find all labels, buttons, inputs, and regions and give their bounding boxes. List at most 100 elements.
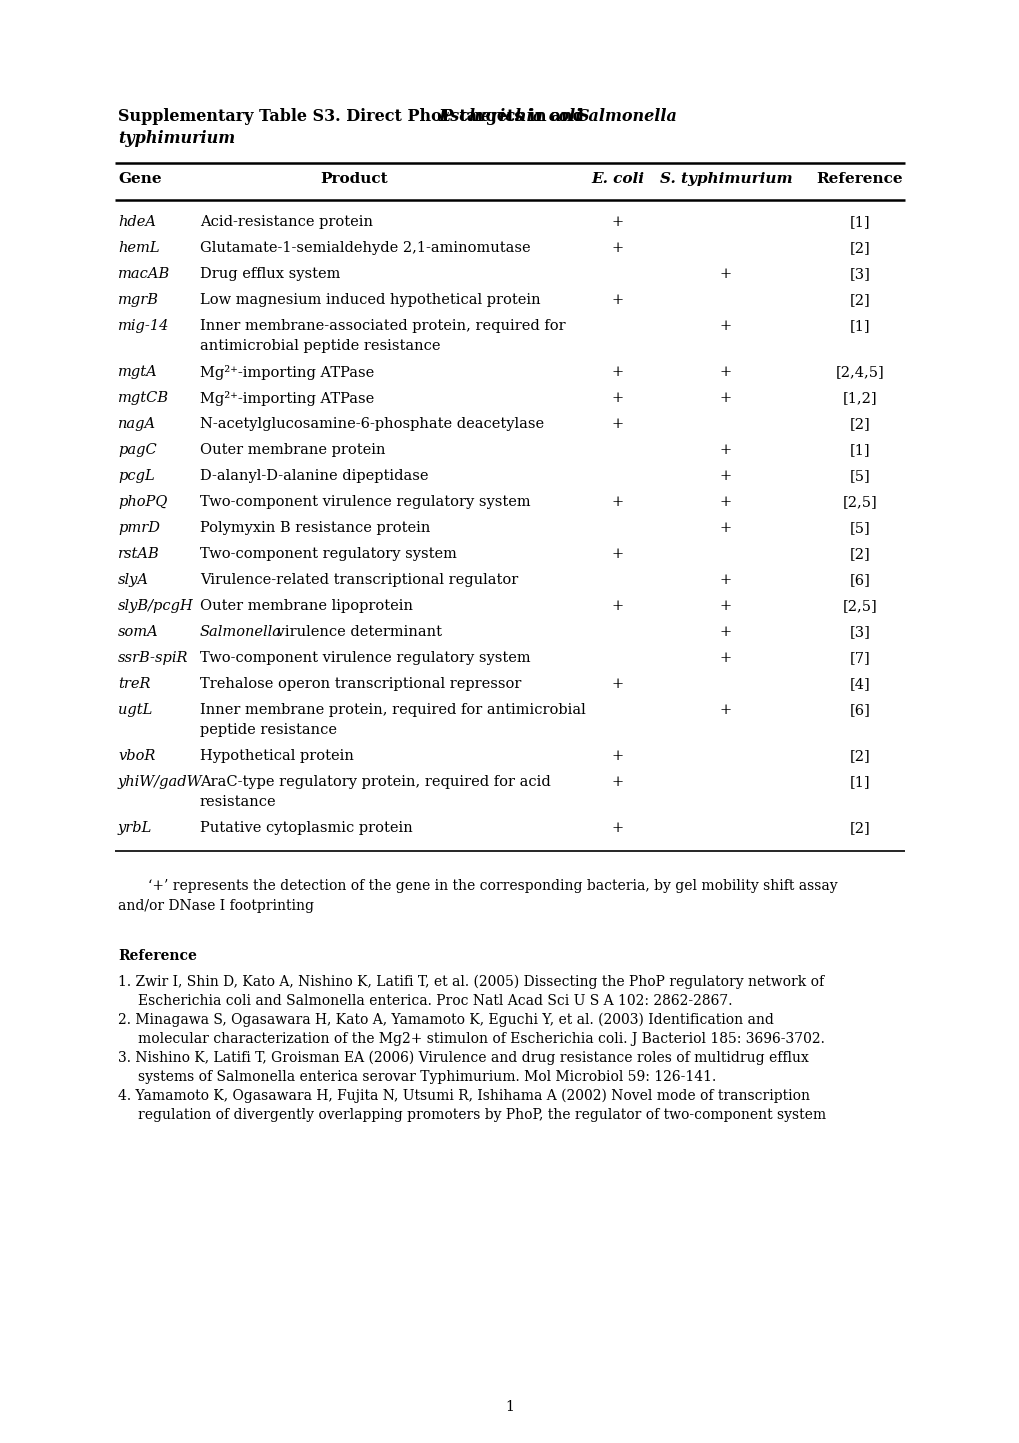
Text: +: + <box>611 241 624 255</box>
Text: molecular characterization of the Mg2+ stimulon of Escherichia coli. J Bacteriol: molecular characterization of the Mg2+ s… <box>138 1032 824 1046</box>
Text: Reference: Reference <box>816 172 903 186</box>
Text: [2,4,5]: [2,4,5] <box>835 365 883 380</box>
Text: AraC-type regulatory protein, required for acid: AraC-type regulatory protein, required f… <box>200 775 550 789</box>
Text: Product: Product <box>320 172 387 186</box>
Text: +: + <box>719 651 732 665</box>
Text: Two-component virulence regulatory system: Two-component virulence regulatory syste… <box>200 651 530 665</box>
Text: +: + <box>611 599 624 613</box>
Text: somA: somA <box>118 625 159 639</box>
Text: +: + <box>611 677 624 691</box>
Text: hdeA: hdeA <box>118 215 156 229</box>
Text: [2,5]: [2,5] <box>842 495 876 509</box>
Text: Acid-resistance protein: Acid-resistance protein <box>200 215 373 229</box>
Text: peptide resistance: peptide resistance <box>200 723 336 737</box>
Text: Escherichia coli: Escherichia coli <box>437 108 581 126</box>
Text: pcgL: pcgL <box>118 469 155 483</box>
Text: Mg²⁺-importing ATPase: Mg²⁺-importing ATPase <box>200 391 374 405</box>
Text: Polymyxin B resistance protein: Polymyxin B resistance protein <box>200 521 430 535</box>
Text: treR: treR <box>118 677 151 691</box>
Text: [3]: [3] <box>849 625 869 639</box>
Text: Escherichia coli and Salmonella enterica. Proc Natl Acad Sci U S A 102: 2862-286: Escherichia coli and Salmonella enterica… <box>138 994 732 1009</box>
Text: typhimurium: typhimurium <box>118 130 235 147</box>
Text: vboR: vboR <box>118 749 155 763</box>
Text: antimicrobial peptide resistance: antimicrobial peptide resistance <box>200 339 440 354</box>
Text: rstAB: rstAB <box>118 547 160 561</box>
Text: N-acetylglucosamine-6-phosphate deacetylase: N-acetylglucosamine-6-phosphate deacetyl… <box>200 417 543 431</box>
Text: [6]: [6] <box>849 703 869 717</box>
Text: Drug efflux system: Drug efflux system <box>200 267 340 281</box>
Text: +: + <box>611 547 624 561</box>
Text: [1]: [1] <box>849 443 869 457</box>
Text: mgrB: mgrB <box>118 293 159 307</box>
Text: phoPQ: phoPQ <box>118 495 167 509</box>
Text: [5]: [5] <box>849 469 869 483</box>
Text: Salmonella: Salmonella <box>578 108 678 126</box>
Text: mgtCB: mgtCB <box>118 391 169 405</box>
Text: yhiW/gadW: yhiW/gadW <box>118 775 203 789</box>
Text: 3. Nishino K, Latifi T, Groisman EA (2006) Virulence and drug resistance roles o: 3. Nishino K, Latifi T, Groisman EA (200… <box>118 1051 808 1065</box>
Text: Putative cytoplasmic protein: Putative cytoplasmic protein <box>200 821 413 835</box>
Text: mgtA: mgtA <box>118 365 158 380</box>
Text: +: + <box>611 821 624 835</box>
Text: [5]: [5] <box>849 521 869 535</box>
Text: [1]: [1] <box>849 215 869 229</box>
Text: Outer membrane protein: Outer membrane protein <box>200 443 385 457</box>
Text: E. coli: E. coli <box>591 172 644 186</box>
Text: [4]: [4] <box>849 677 869 691</box>
Text: 1: 1 <box>505 1400 514 1414</box>
Text: [2]: [2] <box>849 547 869 561</box>
Text: regulation of divergently overlapping promoters by PhoP, the regulator of two-co: regulation of divergently overlapping pr… <box>138 1108 825 1123</box>
Text: ugtL: ugtL <box>118 703 152 717</box>
Text: [1]: [1] <box>849 775 869 789</box>
Text: yrbL: yrbL <box>118 821 152 835</box>
Text: and/or DNase I footprinting: and/or DNase I footprinting <box>118 899 314 913</box>
Text: +: + <box>719 469 732 483</box>
Text: +: + <box>719 319 732 333</box>
Text: 2. Minagawa S, Ogasawara H, Kato A, Yamamoto K, Eguchi Y, et al. (2003) Identifi: 2. Minagawa S, Ogasawara H, Kato A, Yama… <box>118 1013 773 1027</box>
Text: [2]: [2] <box>849 293 869 307</box>
Text: +: + <box>611 391 624 405</box>
Text: +: + <box>719 391 732 405</box>
Text: +: + <box>719 703 732 717</box>
Text: +: + <box>611 749 624 763</box>
Text: +: + <box>719 267 732 281</box>
Text: +: + <box>719 495 732 509</box>
Text: +: + <box>611 365 624 380</box>
Text: Hypothetical protein: Hypothetical protein <box>200 749 354 763</box>
Text: Glutamate-1-semialdehyde 2,1-aminomutase: Glutamate-1-semialdehyde 2,1-aminomutase <box>200 241 530 255</box>
Text: Virulence-related transcriptional regulator: Virulence-related transcriptional regula… <box>200 573 518 587</box>
Text: +: + <box>719 599 732 613</box>
Text: mig-14: mig-14 <box>118 319 169 333</box>
Text: Two-component regulatory system: Two-component regulatory system <box>200 547 457 561</box>
Text: +: + <box>611 215 624 229</box>
Text: Gene: Gene <box>118 172 161 186</box>
Text: virulence determinant: virulence determinant <box>272 625 441 639</box>
Text: +: + <box>719 573 732 587</box>
Text: slyB/pcgH: slyB/pcgH <box>118 599 194 613</box>
Text: ‘+’ represents the detection of the gene in the corresponding bacteria, by gel m: ‘+’ represents the detection of the gene… <box>148 879 837 893</box>
Text: [2]: [2] <box>849 417 869 431</box>
Text: systems of Salmonella enterica serovar Typhimurium. Mol Microbiol 59: 126-141.: systems of Salmonella enterica serovar T… <box>138 1071 715 1084</box>
Text: +: + <box>611 775 624 789</box>
Text: +: + <box>611 495 624 509</box>
Text: +: + <box>719 521 732 535</box>
Text: [2,5]: [2,5] <box>842 599 876 613</box>
Text: pmrD: pmrD <box>118 521 160 535</box>
Text: and: and <box>544 108 589 126</box>
Text: [2]: [2] <box>849 241 869 255</box>
Text: +: + <box>611 293 624 307</box>
Text: [7]: [7] <box>849 651 869 665</box>
Text: Inner membrane protein, required for antimicrobial: Inner membrane protein, required for ant… <box>200 703 585 717</box>
Text: macAB: macAB <box>118 267 170 281</box>
Text: [2]: [2] <box>849 821 869 835</box>
Text: slyA: slyA <box>118 573 149 587</box>
Text: +: + <box>719 443 732 457</box>
Text: Reference: Reference <box>118 949 197 962</box>
Text: Inner membrane-associated protein, required for: Inner membrane-associated protein, requi… <box>200 319 566 333</box>
Text: S. typhimurium: S. typhimurium <box>659 172 792 186</box>
Text: [2]: [2] <box>849 749 869 763</box>
Text: Two-component virulence regulatory system: Two-component virulence regulatory syste… <box>200 495 530 509</box>
Text: ssrB-spiR: ssrB-spiR <box>118 651 189 665</box>
Text: +: + <box>719 625 732 639</box>
Text: [6]: [6] <box>849 573 869 587</box>
